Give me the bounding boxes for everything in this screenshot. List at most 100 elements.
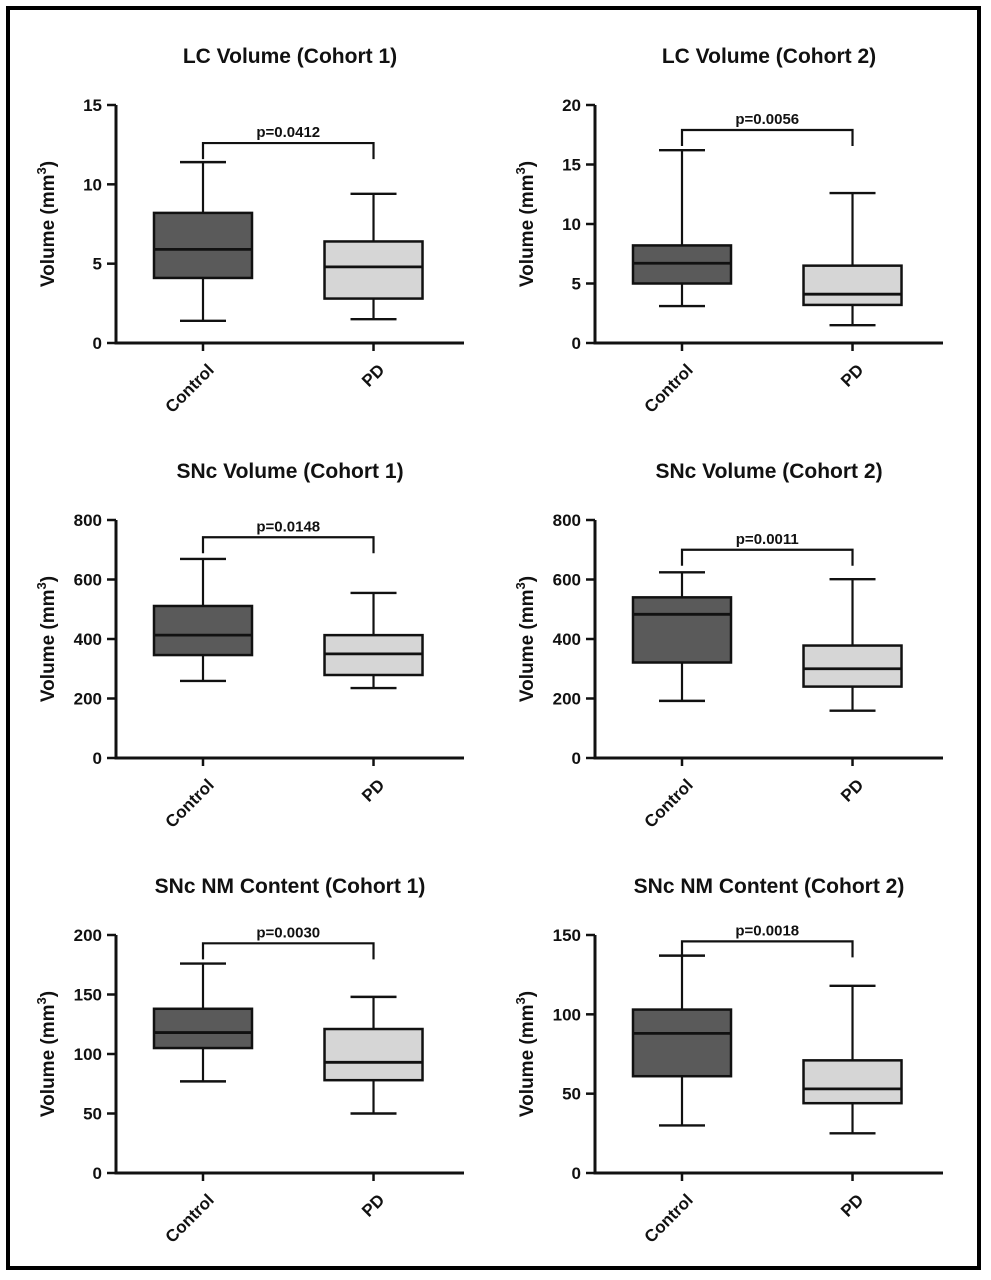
y-axis-label: Volume (mm3) [513,161,538,287]
panel-snc-nm-content-cohort1: SNc NM Content (Cohort 1) 0 50 100 150 200 Vol… [18,849,491,1256]
y-tick-label: 100 [552,1005,580,1024]
panel-title: SNc NM Content (Cohort 2) [633,875,904,898]
y-axis-label: Volume (mm3) [513,576,538,702]
x-category-label: PD [837,775,867,805]
figure-frame: LC Volume (Cohort 1) 0 5 10 15 Volume (mm3) Co… [6,6,981,1270]
boxplot-snc-volume-cohort1: SNc Volume (Cohort 1) 0 200 400 600 800 Volume… [34,460,465,832]
y-tick-label: 0 [571,749,580,768]
y-tick-label: 800 [552,511,580,530]
box-pd: PD [323,591,425,806]
p-value-label: p=0.0056 [735,111,799,128]
panel-snc-volume-cohort2: SNc Volume (Cohort 2) 0 200 400 600 800 Volume… [497,435,970,842]
y-tick-label: 0 [93,749,102,768]
y-tick-label: 0 [93,334,102,353]
y-tick-label: 50 [83,1104,102,1123]
y-tick-label: 150 [74,985,102,1004]
significance-bracket: p=0.0148 [202,518,375,554]
y-tick-label: 15 [562,156,581,175]
box-control: Control [153,161,254,417]
box-pd: PD [802,984,903,1220]
y-tick-label: 5 [571,275,580,294]
y-tick-label: 0 [93,1164,102,1183]
significance-bracket: p=0.0030 [202,924,375,959]
x-category-label: Control [162,361,218,417]
y-tick-label: 200 [74,689,102,708]
y-tick-label: 0 [571,1164,580,1183]
box-control: Control [631,149,732,417]
y-tick-label: 800 [74,511,102,530]
iqr-box [323,1027,425,1082]
iqr-box [802,1058,903,1105]
box-control: Control [153,962,254,1246]
significance-bracket: p=0.0011 [680,531,854,566]
iqr-box [802,264,903,307]
x-category-label: PD [358,361,388,391]
box-pd: PD [802,577,903,806]
iqr-box [631,596,732,664]
y-axis-label: Volume (mm3) [34,576,59,702]
panel-grid: LC Volume (Cohort 1) 0 5 10 15 Volume (mm3) Co… [10,10,977,1266]
iqr-box [153,604,254,657]
y-axis-label: Volume (mm3) [34,161,59,287]
panel-lc-volume-cohort2: LC Volume (Cohort 2) 0 5 10 15 20 Volume (mm3)… [497,20,970,427]
y-tick-label: 200 [74,926,102,945]
y-tick-label: 200 [552,689,580,708]
y-tick-label: 150 [552,926,580,945]
p-value-label: p=0.0412 [257,124,321,141]
y-tick-label: 15 [83,96,102,115]
boxplot-snc-nm-content-cohort2: SNc NM Content (Cohort 2) 0 50 100 150 Volume… [513,875,943,1246]
y-tick-label: 20 [562,96,581,115]
y-tick-label: 100 [74,1045,102,1064]
boxplot-snc-volume-cohort2: SNc Volume (Cohort 2) 0 200 400 600 800 Volume… [513,460,943,832]
x-category-label: Control [162,1190,218,1246]
box-pd: PD [323,995,425,1220]
p-value-label: p=0.0011 [736,531,799,548]
x-category-label: Control [162,775,218,831]
x-category-label: PD [837,361,867,391]
iqr-box [631,1007,732,1078]
significance-bracket: p=0.0018 [680,922,854,958]
box-control: Control [631,954,732,1246]
x-category-label: Control [640,775,696,831]
significance-bracket: p=0.0056 [680,111,854,147]
box-pd: PD [323,192,425,391]
p-value-label: p=0.0018 [735,922,799,939]
panel-title: LC Volume (Cohort 2) [662,45,876,68]
p-value-label: p=0.0030 [257,924,321,941]
x-category-label: PD [358,1190,388,1220]
panel-title: SNc Volume (Cohort 2) [655,460,882,483]
y-tick-label: 0 [571,334,580,353]
iqr-box [323,240,425,301]
panel-title: SNc Volume (Cohort 1) [177,460,404,483]
iqr-box [802,644,903,688]
panel-lc-volume-cohort1: LC Volume (Cohort 1) 0 5 10 15 Volume (mm3) Co… [18,20,491,427]
iqr-box [153,211,254,280]
box-control: Control [631,571,732,832]
y-tick-label: 600 [74,570,102,589]
iqr-box [153,1007,254,1049]
box-control: Control [153,557,254,832]
x-category-label: PD [837,1190,867,1220]
y-axis-label: Volume (mm3) [34,991,59,1117]
x-category-label: Control [640,1190,696,1246]
y-tick-label: 10 [83,176,102,195]
y-tick-label: 50 [562,1084,581,1103]
panel-title: LC Volume (Cohort 1) [183,45,397,68]
box-pd: PD [802,192,903,391]
y-tick-label: 400 [74,630,102,649]
x-category-label: Control [640,361,696,417]
y-axis-label: Volume (mm3) [513,991,538,1117]
boxplot-lc-volume-cohort1: LC Volume (Cohort 1) 0 5 10 15 Volume (mm3) Co… [34,45,465,417]
y-tick-label: 600 [552,570,580,589]
x-category-label: PD [358,775,388,805]
y-tick-label: 400 [552,630,580,649]
boxplot-lc-volume-cohort2: LC Volume (Cohort 2) 0 5 10 15 20 Volume (mm3)… [513,45,943,417]
panel-title: SNc NM Content (Cohort 1) [155,875,426,898]
boxplot-snc-nm-content-cohort1: SNc NM Content (Cohort 1) 0 50 100 150 200 Vol… [34,875,465,1246]
panel-snc-nm-content-cohort2: SNc NM Content (Cohort 2) 0 50 100 150 Volume… [497,849,970,1256]
y-tick-label: 10 [562,215,581,234]
y-tick-label: 5 [93,255,102,274]
significance-bracket: p=0.0412 [202,124,375,160]
panel-snc-volume-cohort1: SNc Volume (Cohort 1) 0 200 400 600 800 Volume… [18,435,491,842]
p-value-label: p=0.0148 [257,518,321,535]
